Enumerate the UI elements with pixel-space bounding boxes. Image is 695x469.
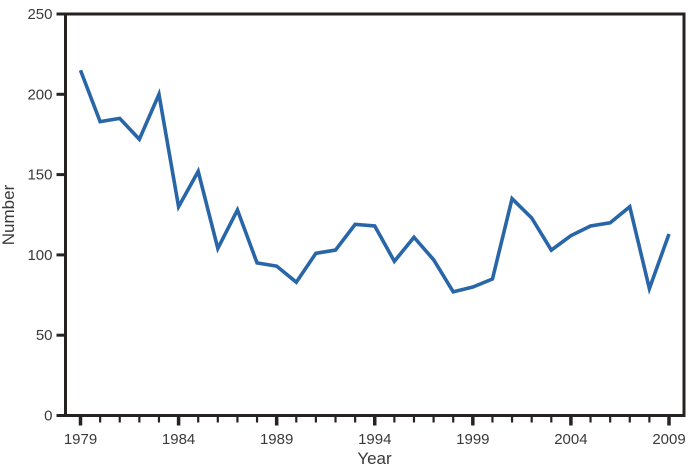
y-tick-label: 200 [27,86,52,103]
x-tick-label: 1984 [162,431,195,448]
y-tick-label: 0 [44,408,52,425]
x-tick-label: 1989 [260,431,293,448]
y-tick-label: 250 [27,6,52,23]
x-tick-label: 1994 [358,431,391,448]
y-tick-label: 150 [27,167,52,184]
y-tick-label: 50 [36,327,53,344]
x-tick-label: 1979 [64,431,97,448]
tick-labels: 0 50 100 150 200 250 1979 1984 1989 1994 1999 2004 2… [27,6,685,448]
axis-ticks [56,12,671,426]
x-tick-label: 2009 [652,431,685,448]
y-axis-title: Number [0,184,18,245]
x-tick-label: 1999 [456,431,489,448]
x-axis-title: Year [357,449,392,468]
y-tick-label: 100 [27,247,52,264]
data-series [78,69,671,295]
x-tick-label: 2004 [554,431,587,448]
data-line [78,69,671,295]
plot-frame [64,12,686,417]
